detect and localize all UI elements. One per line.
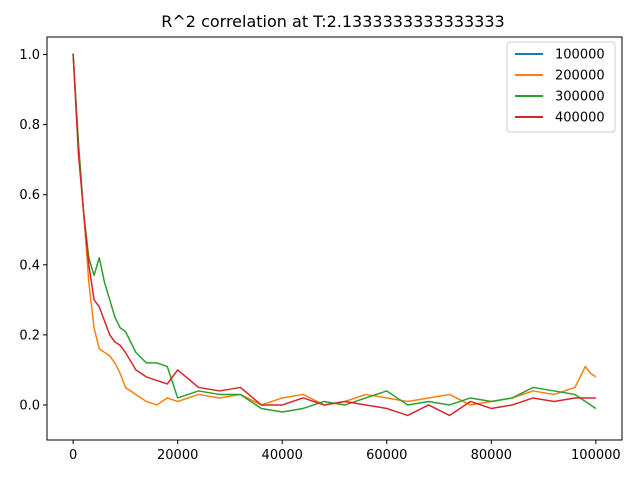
x-tick-label: 60000 [366, 448, 407, 463]
x-tick-label: 0 [69, 448, 77, 463]
chart-title: R^2 correlation at T:2.1333333333333333 [161, 12, 504, 31]
x-tick-label: 80000 [471, 448, 512, 463]
legend-label-200000: 200000 [555, 69, 605, 84]
series-line-400000 [72, 54, 596, 417]
y-tick-label: 0.8 [19, 118, 40, 133]
x-tick-label: 40000 [262, 448, 303, 463]
y-tick-label: 1.0 [19, 48, 40, 63]
y-tick-label: 0.6 [19, 188, 40, 203]
legend: 100000 200000 300000 400000 [506, 41, 616, 133]
y-tick-label: 0.4 [19, 258, 40, 273]
legend-label-300000: 300000 [555, 90, 605, 105]
legend-frame [506, 41, 616, 133]
y-tick-label: 0.0 [19, 398, 40, 413]
series-line-300000 [72, 54, 597, 413]
axes-frame [46, 36, 623, 441]
plot-lines [72, 53, 597, 417]
x-tick-label: 100000 [571, 448, 621, 463]
legend-label-400000: 400000 [555, 111, 605, 126]
axes: 0 20000 40000 60000 80000 100000 0.0 0.2 0.4 0.6 0… [19, 36, 623, 463]
legend-label-100000: 100000 [555, 48, 605, 63]
x-tick-label: 20000 [157, 448, 198, 463]
y-tick-label: 0.2 [19, 328, 40, 343]
